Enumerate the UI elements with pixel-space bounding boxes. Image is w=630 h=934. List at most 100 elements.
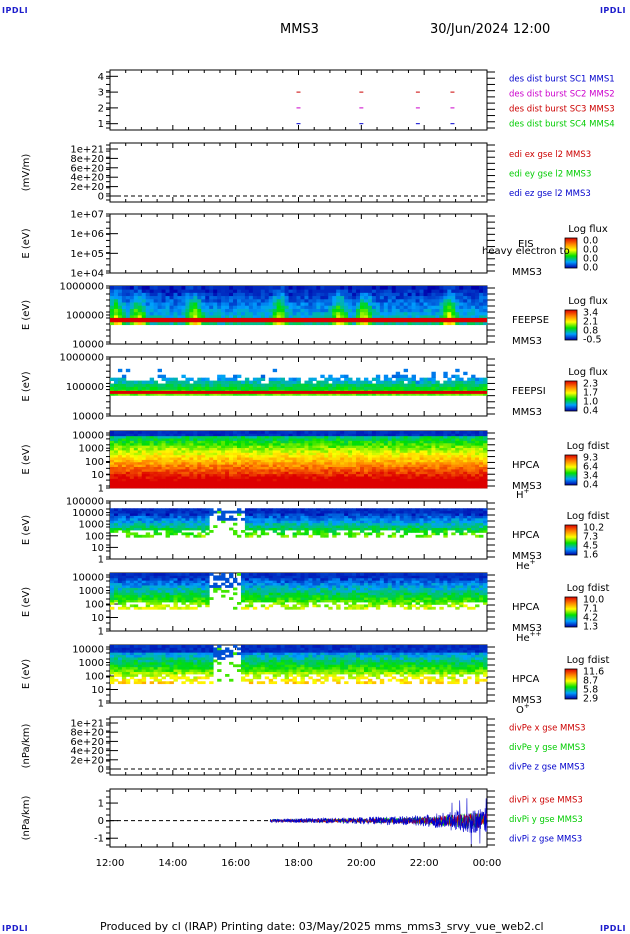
y-tick-label: 4e+20	[70, 746, 104, 757]
spectrogram-hpca-h	[110, 431, 488, 489]
instrument-spacecraft-eis: MMS3	[512, 267, 542, 278]
colorbar-title-eis-electron: Log flux	[568, 224, 608, 235]
panel-frame-div-pe	[109, 716, 488, 776]
corner-label-bottom-right: IPDLI	[599, 924, 626, 933]
y-axis-label-hpca-o: E (eV)	[21, 659, 32, 689]
colorbar-hpca-h	[564, 454, 578, 486]
y-tick-label: 10	[91, 613, 104, 624]
colorbar-tick-label: 4.5	[583, 541, 598, 552]
y-tick-label: 6e+20	[70, 737, 104, 748]
y-tick-label: 10000	[72, 340, 104, 351]
legend-entry: divPi z gse MMS3	[509, 834, 582, 844]
colorbar-tick-label: 2.3	[583, 379, 598, 390]
y-axis-label-feeps-e: E (eV)	[21, 300, 32, 330]
colorbar-tick-label: 9.3	[583, 453, 598, 464]
colorbar-tick-label: 11.6	[583, 667, 604, 678]
y-axis-label-text: E (eV)	[21, 228, 32, 258]
x-tick-label: 16:00	[221, 858, 250, 869]
overlay-label-eis: heavy electron to	[482, 246, 570, 257]
y-tick-label: 2e+20	[70, 755, 104, 766]
y-axis-label-div-pi: (nPa/km)	[21, 796, 32, 841]
y-axis-label-hpca-he2: E (eV)	[21, 587, 32, 617]
y-tick-label: 10000	[72, 430, 104, 441]
y-tick-label: 10000	[72, 508, 104, 519]
y-tick-label: 10	[91, 470, 104, 481]
y-tick-label: 2	[98, 103, 104, 114]
y-tick-label: 1	[98, 627, 104, 638]
colorbar-tick-label: 4.2	[583, 613, 598, 624]
spectrogram-hpca-he2	[110, 573, 488, 610]
y-axis-label-text: (nPa/km)	[21, 796, 32, 841]
colorbar-title-feeps-i: Log flux	[568, 367, 608, 378]
legend-entry: divPe z gse MMS3	[509, 762, 585, 772]
colorbar-hpca-o	[564, 668, 578, 700]
instrument-spacecraft-feeps-i: MMS3	[512, 407, 542, 418]
instrument-spacecraft-hpca-he: MMS3	[512, 551, 542, 562]
y-tick-label: 1e+05	[70, 249, 104, 260]
y-axis-label-hpca-h: E (eV)	[21, 444, 32, 474]
x-tick-label: 18:00	[284, 858, 313, 869]
legend-entry: divPi y gse MMS3	[509, 815, 583, 825]
y-axis-label-feeps-i: E (eV)	[21, 371, 32, 401]
y-axis-label-div-pe: (nPa/km)	[21, 724, 32, 769]
legend-entry: edi ey gse l2 MMS3	[509, 170, 591, 180]
colorbar-tick-label: 0.0	[583, 254, 598, 265]
series-line-z	[269, 798, 488, 845]
y-tick-label: 4	[98, 72, 104, 83]
corner-label-bottom-left: IPDLI	[2, 924, 29, 933]
legend-entry: des dist burst SC1 MMS1	[509, 75, 615, 85]
y-tick-label: 1e+07	[70, 210, 104, 221]
colorbar-tick-label: 7.3	[583, 532, 598, 543]
y-axis-label-eis-electron: E (eV)	[21, 228, 32, 258]
red-band-feeps-i	[110, 390, 487, 394]
colorbar-tick-label: 1.3	[583, 622, 598, 633]
instrument-label-hpca-he2: HPCA	[512, 602, 540, 613]
y-tick-label: 1e+21	[70, 145, 104, 156]
panel-frame-eis-electron	[109, 213, 488, 274]
corner-label-top-right: IPDLI	[599, 6, 626, 15]
colorbar-tick-label: 0.0	[583, 236, 598, 247]
y-tick-label: 100	[85, 672, 104, 683]
colorbar-tick-label: 10.2	[583, 523, 604, 534]
y-tick-label: 2e+20	[70, 182, 104, 193]
red-band-feeps-e	[110, 317, 487, 323]
legend-entry: edi ez gse l2 MMS3	[509, 189, 591, 199]
spectrogram-hpca-he	[110, 508, 488, 538]
x-tick-label: 00:00	[473, 858, 502, 869]
y-axis-label-text: E (eV)	[21, 659, 32, 689]
colorbar-hpca-he	[564, 524, 578, 556]
y-tick-label: 1000000	[59, 353, 104, 364]
page-datetime: 30/Jun/2024 12:00	[430, 22, 551, 37]
legend-entry: des dist burst SC2 MMS2	[509, 90, 615, 100]
y-tick-label: 0	[98, 765, 104, 776]
colorbar-eis-electron	[564, 237, 578, 269]
colorbar-tick-label: 0.0	[583, 263, 598, 274]
y-tick-label: 1000	[79, 658, 104, 669]
instrument-spacecraft-hpca-o: MMS3	[512, 695, 542, 706]
y-tick-label: 1000	[79, 586, 104, 597]
colorbar-title-hpca-o: Log fdist	[567, 655, 610, 666]
y-tick-label: 1	[98, 699, 104, 710]
colorbar-feeps-i	[564, 380, 578, 412]
species-label-hpca-he2: He++	[516, 630, 542, 644]
y-tick-label: 8e+20	[70, 154, 104, 165]
y-tick-label: 0	[98, 816, 104, 827]
y-tick-label: 6e+20	[70, 163, 104, 174]
colorbar-tick-label: 2.9	[583, 694, 598, 705]
spectrogram-hpca-o	[110, 645, 488, 685]
y-tick-label: 100000	[66, 497, 104, 508]
y-tick-label: 1000	[79, 520, 104, 531]
colorbar-tick-label: 6.4	[583, 462, 598, 473]
colorbar-tick-label: -0.5	[583, 335, 602, 346]
corner-label-top-left: IPDLI	[2, 6, 29, 15]
colorbar-tick-label: 8.7	[583, 676, 598, 687]
y-tick-label: 1000	[79, 444, 104, 455]
legend-entry: des dist burst SC4 MMS4	[509, 120, 615, 130]
instrument-spacecraft-hpca-he2: MMS3	[512, 623, 542, 634]
x-tick-label: 22:00	[410, 858, 439, 869]
y-tick-label: 4e+20	[70, 173, 104, 184]
y-tick-label: 1	[98, 555, 104, 566]
y-tick-label: 1	[98, 799, 104, 810]
colorbar-tick-label: 7.1	[583, 604, 598, 615]
